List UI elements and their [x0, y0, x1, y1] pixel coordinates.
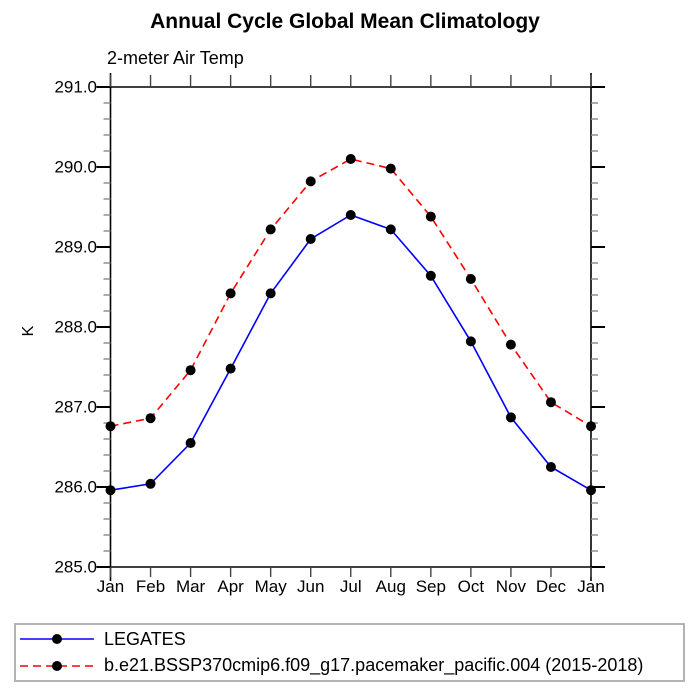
- data-point-marker: [305, 176, 316, 187]
- tick-label: 286.0: [54, 478, 97, 497]
- legend-item-model: b.e21.BSSP370cmip6.f09_g17.pacemaker_pac…: [16, 653, 683, 679]
- tick-label: 290.0: [54, 158, 97, 177]
- data-point-marker: [105, 485, 116, 496]
- tick-label: Apr: [217, 577, 244, 596]
- legend-label-model: b.e21.BSSP370cmip6.f09_g17.pacemaker_pac…: [104, 655, 644, 676]
- tick-label: Dec: [536, 577, 567, 596]
- tick-label: May: [255, 577, 288, 596]
- y-axis-label: K: [20, 325, 37, 336]
- tick-label: 287.0: [54, 398, 97, 417]
- data-point-marker: [185, 365, 196, 376]
- model-line-sample: [20, 660, 94, 671]
- tick-label: Nov: [496, 577, 527, 596]
- series-line-legates: [110, 214, 592, 491]
- legend-label-legates: LEGATES: [104, 628, 186, 649]
- tick-label: Aug: [376, 577, 406, 596]
- legates-line-sample: [20, 634, 94, 645]
- data-point-marker: [105, 421, 116, 432]
- tick-label: Jul: [340, 577, 362, 596]
- data-point-marker: [345, 210, 356, 220]
- data-point-marker: [265, 288, 276, 299]
- data-point-marker: [345, 154, 356, 164]
- data-point-marker: [505, 412, 516, 423]
- data-point-marker: [425, 211, 436, 222]
- tick-label: Jan: [97, 577, 124, 596]
- data-point-marker: [225, 288, 236, 299]
- data-point-marker: [225, 363, 236, 374]
- data-point-marker: [505, 339, 516, 350]
- data-point-marker: [545, 462, 556, 472]
- chart-subtitle: 2-meter Air Temp: [107, 48, 244, 68]
- series-line-model: [110, 158, 592, 427]
- tick-label: Jun: [297, 577, 324, 596]
- data-point-marker: [385, 163, 396, 174]
- chart-title: Annual Cycle Global Mean Climatology: [150, 10, 540, 33]
- chart-canvas: K 285.0 286.0 287.0 288.0 289.0 290.0 291.0 Jan…: [20, 73, 605, 596]
- data-point-marker: [586, 421, 596, 432]
- data-point-marker: [145, 413, 156, 424]
- data-point-marker: [465, 336, 476, 347]
- data-point-marker: [385, 224, 396, 235]
- data-point-marker: [145, 478, 156, 489]
- data-point-marker: [586, 485, 596, 496]
- data-point-marker: [265, 224, 276, 235]
- tick-label: Feb: [136, 577, 165, 596]
- data-point-marker: [425, 270, 436, 281]
- data-point-marker: [545, 397, 556, 408]
- tick-label: Sep: [416, 577, 446, 596]
- tick-label: Jan: [577, 577, 604, 596]
- tick-label: 289.0: [54, 238, 97, 257]
- data-point-marker: [185, 438, 196, 448]
- tick-label: 285.0: [54, 558, 97, 577]
- tick-label: Mar: [176, 577, 206, 596]
- tick-label: 288.0: [54, 318, 97, 337]
- data-point-marker: [305, 234, 316, 244]
- legend: LEGATES b.e21.BSSP370cmip6.f09_g17.pacem…: [14, 623, 685, 682]
- tick-label: Oct: [458, 577, 485, 596]
- data-point-marker: [465, 274, 476, 284]
- tick-label: 291.0: [54, 78, 97, 97]
- legend-item-legates: LEGATES: [16, 626, 683, 652]
